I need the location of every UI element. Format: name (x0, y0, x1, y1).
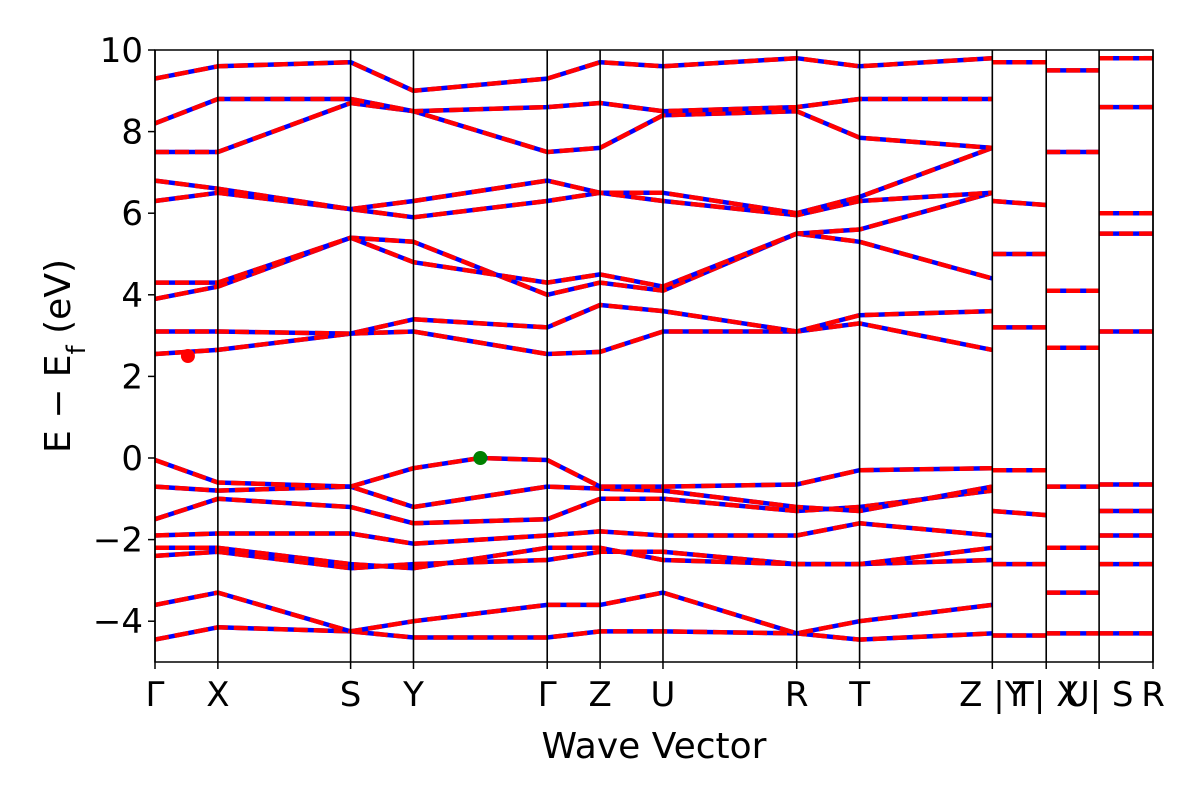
x-tick-label: T| X (1012, 675, 1079, 715)
x-tick-label: R (785, 675, 809, 715)
x-tick-label: X (206, 675, 229, 715)
band-2 (154, 549, 993, 571)
x-tick-label: R (1141, 675, 1165, 715)
extrema-markers (180, 349, 488, 465)
band-14 (155, 100, 993, 155)
band-6 (154, 484, 993, 514)
x-tick-label: Γ (146, 675, 165, 715)
bands-layer (154, 55, 1153, 642)
y-tick-label: 2 (121, 357, 143, 397)
x-axis-title: Wave Vector (542, 726, 767, 767)
plot-frame (154, 49, 1154, 663)
band-0 (154, 625, 993, 642)
band-16 (154, 55, 993, 94)
y-axis-title-subscript: f (62, 344, 92, 354)
y-tick-label: 10 (100, 31, 143, 71)
y-tick-label: 4 (121, 276, 143, 316)
segment-band-6 (992, 198, 1047, 208)
band-4 (154, 521, 993, 546)
band-11-blue (155, 190, 993, 289)
band-15 (154, 96, 993, 126)
band-11 (155, 190, 993, 289)
y-tick-label: 0 (121, 439, 143, 479)
x-tick-label: U (651, 675, 676, 715)
y-axis-title-unit: (eV) (38, 259, 79, 345)
y-axis: −4 −2 0 2 4 6 8 10 (93, 31, 155, 642)
x-tick-label: Γ (538, 675, 557, 715)
x-tick-label: Z (588, 675, 611, 715)
x-tick-label: Z |Y (959, 675, 1026, 715)
y-tick-label: 6 (121, 194, 143, 234)
kpoint-lines (154, 50, 1154, 662)
x-tick-label: Y (402, 675, 424, 715)
band-1 (154, 590, 993, 636)
band-13-blue (154, 145, 994, 216)
band-5 (154, 488, 993, 526)
x-tick-label: U| S (1065, 675, 1134, 715)
band-15-blue (154, 96, 993, 126)
band-8 (154, 321, 993, 357)
x-tick-label: S (340, 675, 362, 715)
segment-band-2 (992, 508, 1047, 518)
x-tick-label: T (848, 675, 870, 715)
y-axis-title: E − Ef (eV) (38, 259, 92, 453)
y-tick-label: −2 (93, 521, 143, 561)
band-8-blue (154, 321, 993, 357)
y-axis-title-main: E − E (38, 354, 79, 453)
vbm-marker (473, 451, 488, 465)
y-tick-label: −4 (93, 602, 143, 642)
band-9-blue (155, 302, 993, 336)
cbm-marker (180, 349, 195, 363)
band-13 (154, 145, 994, 216)
band-7 (154, 455, 993, 489)
band-10 (154, 231, 993, 302)
band-9 (155, 302, 993, 336)
band-3 (155, 545, 993, 571)
y-tick-label: 8 (121, 113, 143, 153)
